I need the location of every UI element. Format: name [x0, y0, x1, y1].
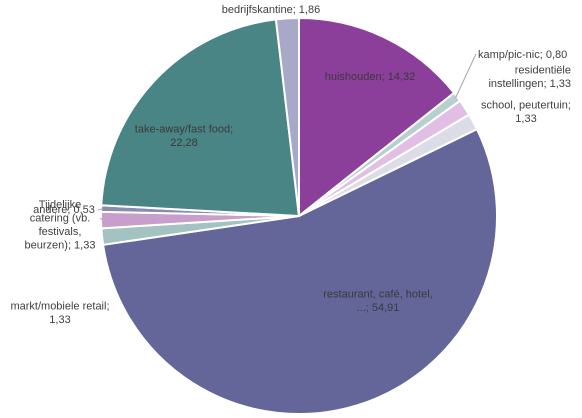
- data-label-10: bedrijfskantine; 1,86: [222, 4, 320, 16]
- leader-line-8: [97, 208, 104, 211]
- pie-slice-1: [298, 16, 456, 219]
- data-label-2: kamp/pic-nic; 0,80: [478, 49, 567, 61]
- leader-lines: [97, 53, 477, 221]
- data-label-6: markt/mobiele retail; 1,33: [10, 300, 109, 326]
- pie-slice-9: [100, 18, 301, 218]
- data-label-9: take-away/fast food; 22,28: [135, 123, 233, 149]
- pie-slices: [99, 16, 498, 415]
- data-label-8: andere; 0,53: [33, 204, 95, 216]
- leader-line-2: [455, 53, 477, 99]
- leader-line-7: [99, 217, 104, 221]
- data-label-4: school, peutertuin; 1,33: [481, 99, 571, 125]
- data-label-3: residentiële instellingen; 1,33: [488, 64, 571, 90]
- data-label-5: restaurant, café, hotel,...; 54,91: [323, 288, 432, 314]
- data-label-1: huishouden; 14,32: [325, 71, 416, 83]
- data-label-7: Tijdelijke catering (vb. festivals, beurzen…: [25, 199, 96, 252]
- data-labels: huishouden; 14,32 kamp/pic-nic; 0,80 resid…: [10, 4, 571, 326]
- pie-slice-5: [101, 127, 498, 415]
- pie-slice-10: [274, 16, 300, 217]
